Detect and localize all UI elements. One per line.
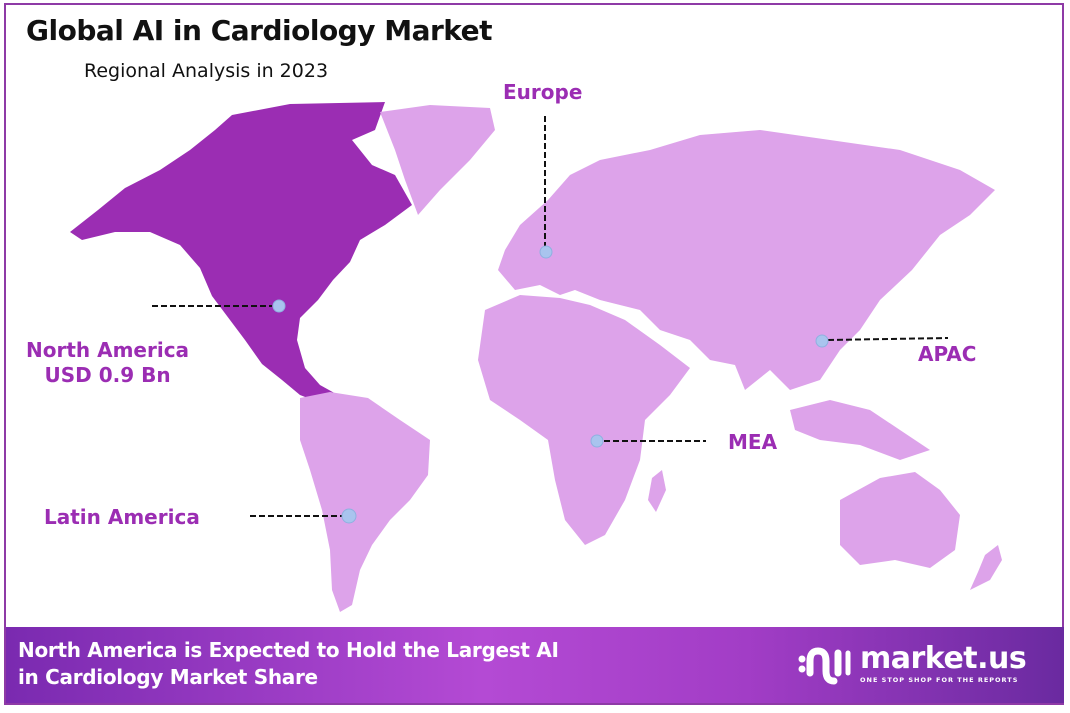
marker-north-america <box>152 299 286 313</box>
marker-apac <box>815 334 949 348</box>
greenland <box>380 105 495 215</box>
label-mea: MEA <box>728 430 778 454</box>
marker-latin-america <box>250 508 357 524</box>
label-europe: Europe <box>503 80 583 104</box>
marketus-logo: market.us ONE STOP SHOP FOR THE REPORTS <box>796 641 1027 687</box>
footer-banner: North America is Expected to Hold the La… <box>6 627 1064 703</box>
region-name: North America <box>26 338 190 362</box>
region-mea <box>478 295 690 545</box>
region-latin-america <box>300 392 430 612</box>
southeast-asia-islands <box>790 400 930 460</box>
logo-mark-icon <box>798 647 851 685</box>
world-map <box>70 102 1002 612</box>
marker-mea <box>590 434 706 448</box>
label-latin-america: Latin America <box>44 505 200 529</box>
region-north-america <box>70 102 412 402</box>
label-apac: APAC <box>918 342 977 366</box>
australia <box>840 472 960 568</box>
region-europe-asia <box>498 130 995 390</box>
banner-line-2: in Cardiology Market Share <box>18 665 318 689</box>
region-value: USD 0.9 Bn <box>44 363 171 387</box>
label-north-america: North America USD 0.9 Bn <box>26 338 189 388</box>
page-title: Global AI in Cardiology Market <box>26 14 493 47</box>
logo-tagline: ONE STOP SHOP FOR THE REPORTS <box>860 676 1019 684</box>
madagascar <box>648 470 666 512</box>
banner-line-1: North America is Expected to Hold the La… <box>18 638 559 662</box>
page-subtitle: Regional Analysis in 2023 <box>84 60 329 82</box>
logo-wordmark: market.us <box>860 641 1027 676</box>
banner-text: North America is Expected to Hold the La… <box>18 637 559 691</box>
marker-europe <box>539 116 553 259</box>
new-zealand <box>970 545 1002 590</box>
